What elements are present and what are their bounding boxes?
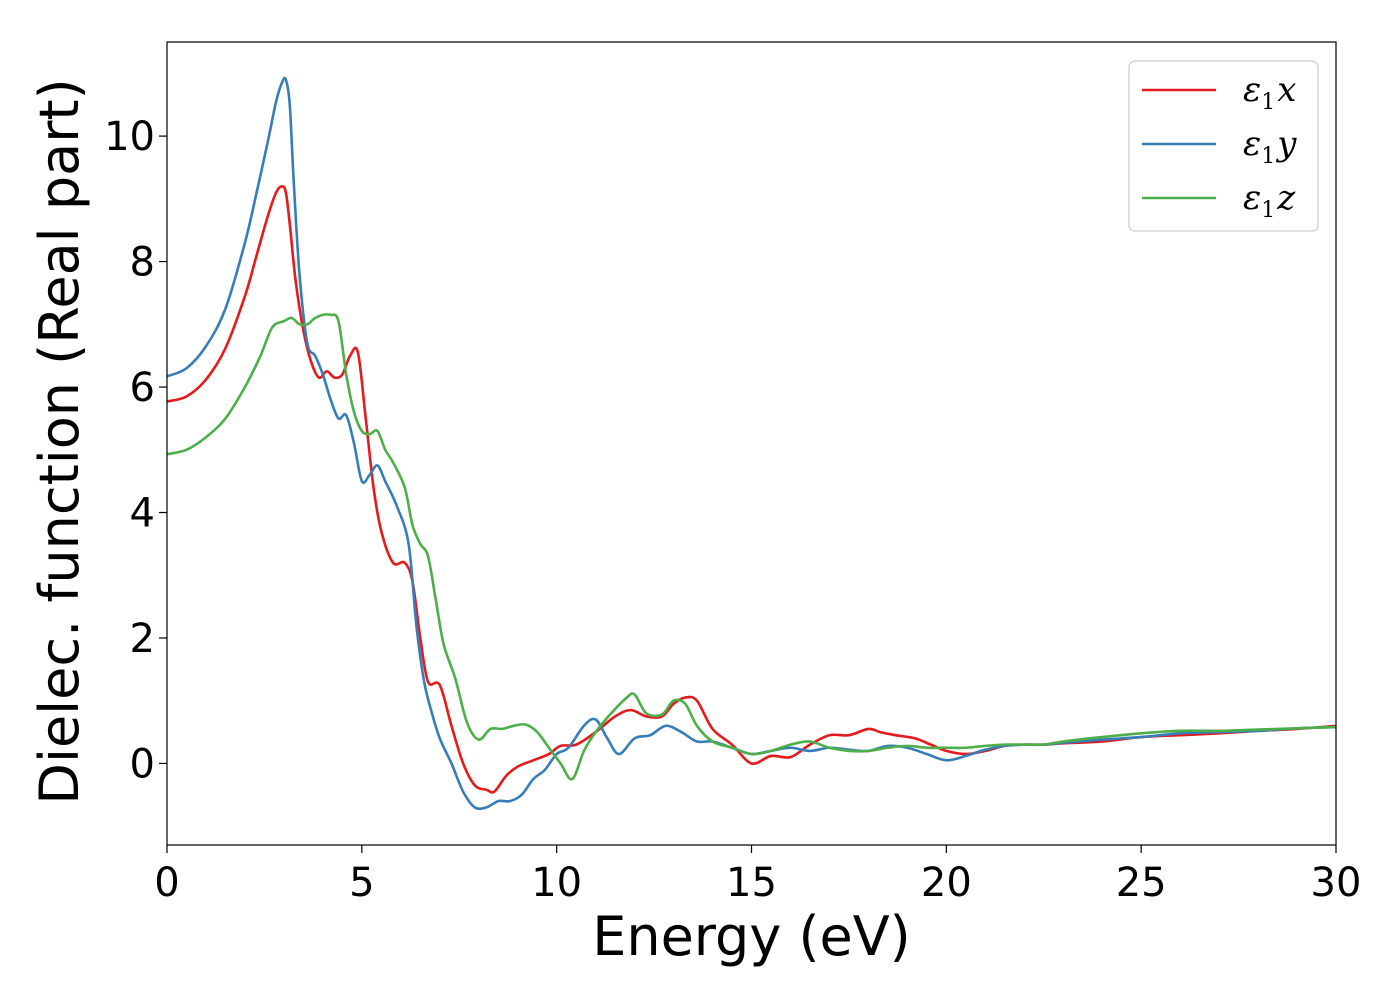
y-tick-label: 0 (130, 741, 155, 787)
legend-box (1128, 60, 1319, 232)
series-layer (167, 76, 1336, 811)
y-tick-label: 4 (130, 491, 155, 537)
legend-label-z: ε1z (1243, 178, 1296, 223)
x-tick-label: 15 (726, 860, 777, 906)
x-axis: 0 5 10 15 20 25 30 (154, 845, 1361, 906)
legend-subscript: 1 (1261, 90, 1275, 115)
y-tick-label: 8 (130, 240, 155, 286)
y-tick-label: 6 (130, 365, 155, 411)
legend-subscript: 1 (1261, 198, 1275, 223)
x-axis-label: Energy (eV) (592, 905, 911, 968)
x-tick-label: 30 (1311, 860, 1362, 906)
y-tick-label: 2 (130, 616, 155, 662)
x-tick-label: 5 (349, 860, 374, 906)
x-tick-label: 0 (154, 860, 179, 906)
legend-symbol: ε (1243, 124, 1261, 164)
legend-symbol: ε (1243, 178, 1261, 218)
legend-label-y: ε1y (1243, 124, 1297, 169)
legend-component: x (1277, 70, 1296, 110)
y-tick-label: 10 (104, 114, 155, 160)
x-tick-label: 10 (531, 860, 582, 906)
x-tick-label: 25 (1116, 860, 1167, 906)
series-line-x (167, 184, 1336, 794)
legend-label-x: ε1x (1243, 70, 1296, 115)
series-line-z (167, 312, 1336, 781)
y-axis-label: Dielec. function (Real part) (28, 78, 91, 804)
y-axis: 0 2 4 6 8 10 (104, 114, 167, 787)
legend-component: y (1275, 124, 1297, 164)
legend-subscript: 1 (1261, 144, 1275, 169)
x-tick-label: 20 (921, 860, 972, 906)
series-line-y (167, 76, 1336, 811)
legend-component: z (1276, 178, 1296, 218)
legend-symbol: ε (1243, 70, 1261, 110)
